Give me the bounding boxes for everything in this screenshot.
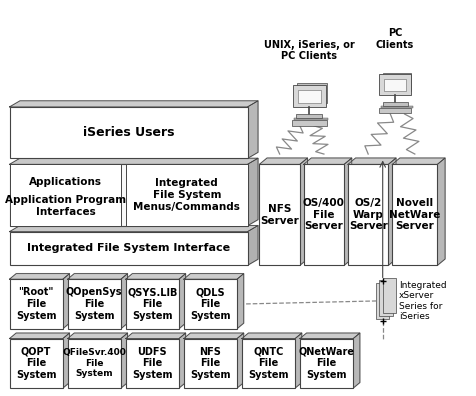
Text: OS/2
Warp
Server: OS/2 Warp Server [349, 198, 387, 231]
Polygon shape [344, 158, 352, 265]
Polygon shape [300, 333, 360, 339]
Text: Integrated
File System
Menus/Commands: Integrated File System Menus/Commands [133, 179, 240, 211]
Bar [293, 85, 326, 107]
Bar [184, 339, 237, 388]
Bar [383, 278, 396, 313]
Polygon shape [300, 158, 307, 265]
Bar [10, 232, 248, 265]
Bar [379, 74, 411, 95]
Text: QSYS.LIB
File
System: QSYS.LIB File System [127, 287, 178, 320]
Bar [294, 118, 328, 120]
Text: QFileSvr.400
File
System: QFileSvr.400 File System [62, 348, 126, 378]
Bar [10, 164, 248, 226]
Polygon shape [248, 226, 258, 265]
Polygon shape [184, 333, 244, 339]
Polygon shape [126, 333, 186, 339]
Polygon shape [437, 158, 445, 265]
Polygon shape [392, 158, 445, 164]
Bar [10, 339, 63, 388]
Bar [126, 279, 179, 329]
Bar [184, 279, 237, 329]
Polygon shape [353, 333, 360, 388]
Text: QOPT
File
System: QOPT File System [16, 347, 57, 380]
Text: iSeries Users: iSeries Users [83, 126, 174, 139]
Bar [348, 164, 388, 265]
Text: Integrated
xServer
Series for
iSeries: Integrated xServer Series for iSeries [399, 281, 446, 321]
Polygon shape [304, 158, 352, 164]
Bar [242, 339, 295, 388]
Text: PC
Clients: PC Clients [376, 28, 414, 50]
Polygon shape [10, 158, 258, 164]
Bar [10, 164, 121, 226]
Polygon shape [121, 333, 128, 388]
Bar [10, 279, 63, 329]
Text: Novell
NetWare
Server: Novell NetWare Server [389, 198, 440, 231]
Polygon shape [348, 158, 396, 164]
Polygon shape [63, 333, 69, 388]
Text: QNTC
File
System: QNTC File System [248, 347, 289, 380]
Bar [383, 102, 407, 106]
Text: Application Program
Interfaces: Application Program Interfaces [5, 195, 126, 217]
Bar [296, 114, 323, 118]
Text: "Root"
File
System: "Root" File System [16, 287, 57, 320]
Text: Applications: Applications [29, 177, 102, 187]
Polygon shape [68, 274, 128, 279]
Bar [68, 279, 121, 329]
Polygon shape [242, 333, 302, 339]
Text: NFS
File
System: NFS File System [190, 347, 231, 380]
Polygon shape [237, 333, 244, 388]
Bar [376, 283, 389, 319]
Text: UNIX, iSeries, or
PC Clients: UNIX, iSeries, or PC Clients [264, 40, 355, 61]
Bar [259, 164, 300, 265]
Bar [304, 164, 344, 265]
Polygon shape [248, 158, 258, 226]
Polygon shape [259, 158, 307, 164]
Bar [298, 90, 321, 103]
Bar [381, 106, 413, 108]
Bar [292, 120, 327, 126]
Polygon shape [10, 226, 258, 232]
Polygon shape [126, 274, 186, 279]
Bar [384, 79, 406, 91]
Polygon shape [179, 274, 186, 329]
Polygon shape [10, 333, 69, 339]
Bar [126, 164, 248, 226]
Text: QNetWare
File
System: QNetWare File System [298, 347, 355, 380]
Bar [379, 280, 393, 316]
Text: Integrated File System Interface: Integrated File System Interface [27, 244, 230, 253]
Polygon shape [388, 158, 396, 265]
Polygon shape [63, 274, 69, 329]
Text: QDLS
File
System: QDLS File System [190, 287, 231, 320]
Bar [126, 339, 179, 388]
Bar [379, 108, 411, 113]
Polygon shape [10, 101, 258, 107]
Text: NFS
Server: NFS Server [260, 204, 299, 226]
Bar [297, 83, 327, 103]
Bar [392, 164, 437, 265]
Polygon shape [295, 333, 302, 388]
Polygon shape [184, 274, 244, 279]
Polygon shape [121, 274, 128, 329]
Polygon shape [179, 333, 186, 388]
Bar [68, 339, 121, 388]
Text: UDFS
File
System: UDFS File System [132, 347, 173, 380]
Polygon shape [237, 274, 244, 329]
Polygon shape [248, 101, 258, 158]
Polygon shape [68, 333, 128, 339]
Text: QOpenSys
File
System: QOpenSys File System [66, 287, 122, 320]
Bar [10, 107, 248, 158]
Text: OS/400
File
Server: OS/400 File Server [303, 198, 345, 231]
Polygon shape [10, 274, 69, 279]
Bar [300, 339, 353, 388]
Bar [383, 72, 411, 91]
